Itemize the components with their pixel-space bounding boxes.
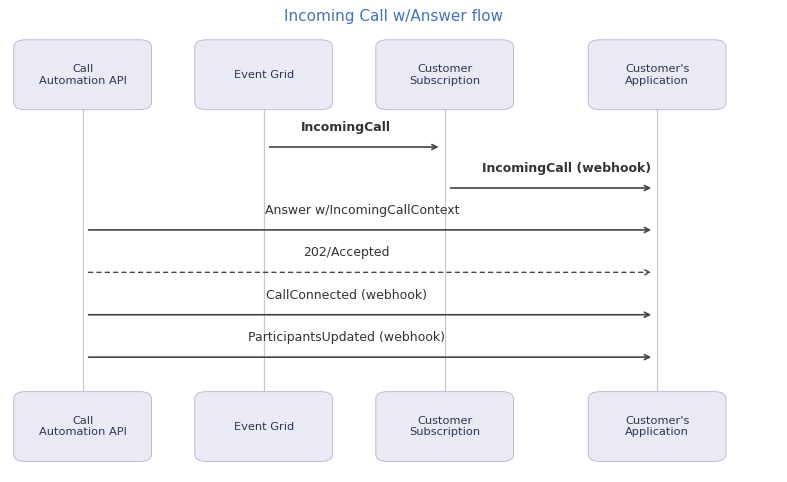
FancyBboxPatch shape [195,40,332,110]
Text: Incoming Call w/Answer flow: Incoming Call w/Answer flow [284,9,503,25]
Text: IncomingCall: IncomingCall [301,121,391,134]
FancyBboxPatch shape [376,40,513,110]
Text: Event Grid: Event Grid [234,70,294,80]
FancyBboxPatch shape [588,40,726,110]
Text: Answer w/IncomingCallContext: Answer w/IncomingCallContext [264,204,460,217]
Text: 202/Accepted: 202/Accepted [303,246,390,259]
FancyBboxPatch shape [14,40,151,110]
Text: CallConnected (webhook): CallConnected (webhook) [266,289,427,302]
Text: IncomingCall (webhook): IncomingCall (webhook) [482,162,651,175]
Text: Customer's
Application: Customer's Application [625,64,689,85]
FancyBboxPatch shape [195,391,332,462]
Text: Customer's
Application: Customer's Application [625,416,689,437]
Text: Customer
Subscription: Customer Subscription [409,64,480,85]
Text: Event Grid: Event Grid [234,422,294,431]
Text: Call
Automation API: Call Automation API [39,64,127,85]
FancyBboxPatch shape [588,391,726,462]
FancyBboxPatch shape [376,391,513,462]
FancyBboxPatch shape [14,391,151,462]
Text: ParticipantsUpdated (webhook): ParticipantsUpdated (webhook) [248,331,445,344]
Text: Call
Automation API: Call Automation API [39,416,127,437]
Text: Customer
Subscription: Customer Subscription [409,416,480,437]
